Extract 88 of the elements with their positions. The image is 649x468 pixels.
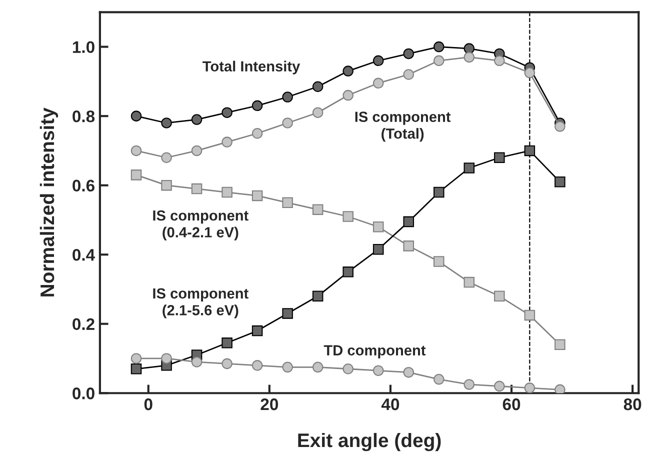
point	[372, 365, 384, 376]
point	[403, 48, 414, 60]
series-label: TD component	[324, 345, 426, 358]
point	[252, 325, 263, 336]
y-axis-title: Normalized intensity	[40, 108, 58, 296]
point	[191, 114, 202, 125]
x-tick-label: 60	[502, 398, 520, 410]
point	[494, 380, 505, 392]
point	[464, 52, 475, 63]
point	[191, 356, 202, 368]
point	[554, 176, 566, 188]
point	[342, 211, 354, 222]
point	[312, 81, 324, 92]
point	[464, 379, 475, 390]
point	[191, 145, 202, 156]
point	[434, 374, 444, 385]
y-tick-label: 0.8	[72, 110, 95, 122]
point	[222, 186, 232, 198]
series-label: IS component (Total)	[355, 112, 451, 142]
point	[403, 69, 414, 80]
y-tick-label: 0.6	[72, 180, 94, 192]
point	[554, 339, 566, 350]
point	[434, 256, 444, 267]
point	[130, 353, 142, 364]
point	[252, 360, 263, 371]
point	[282, 362, 293, 373]
y-tick-label: 1.0	[72, 41, 94, 54]
point	[403, 216, 414, 228]
point	[130, 363, 142, 374]
point	[494, 55, 505, 66]
point	[252, 128, 263, 139]
x-tick-label: 20	[260, 398, 278, 410]
point	[312, 290, 324, 302]
point	[434, 41, 444, 52]
point	[464, 43, 475, 54]
point	[161, 353, 172, 364]
point	[282, 92, 293, 102]
x-tick-label: 80	[624, 398, 642, 410]
point	[342, 66, 354, 76]
point	[191, 183, 202, 194]
point	[130, 110, 142, 122]
x-tick-label: 40	[381, 398, 400, 410]
point	[554, 384, 566, 394]
point	[372, 222, 384, 232]
point	[252, 100, 263, 112]
point	[222, 358, 232, 370]
point	[312, 362, 324, 373]
point	[161, 118, 172, 128]
point	[161, 152, 172, 164]
x-tick-label: 0	[144, 398, 152, 410]
point	[161, 180, 172, 191]
point	[342, 363, 354, 374]
series-label: IS component (0.4-2.1 eV)	[153, 210, 248, 240]
point	[252, 190, 263, 202]
point	[222, 338, 232, 348]
point	[372, 244, 384, 255]
series-label: Total Intensity	[202, 60, 300, 74]
point	[282, 197, 293, 208]
point	[312, 204, 324, 215]
point	[524, 310, 536, 321]
point	[554, 121, 566, 132]
point	[342, 266, 354, 278]
point	[342, 90, 354, 101]
point	[282, 308, 293, 319]
point	[403, 366, 414, 378]
point	[130, 145, 142, 156]
point	[464, 276, 475, 288]
y-tick-label: 0.0	[72, 388, 94, 400]
y-tick-label: 0.4	[72, 248, 95, 261]
point	[372, 55, 384, 66]
point	[434, 186, 444, 198]
point	[524, 67, 536, 78]
point	[312, 107, 324, 118]
point	[464, 162, 475, 174]
series-label: IS component (2.1-5.6 eV)	[153, 288, 248, 318]
point	[524, 145, 536, 156]
point	[372, 78, 384, 89]
point	[130, 170, 142, 180]
y-tick-label: 0.2	[72, 318, 94, 330]
point	[494, 152, 505, 164]
point	[222, 136, 232, 148]
point	[524, 382, 536, 394]
point	[282, 118, 293, 128]
point	[403, 240, 414, 252]
point	[222, 107, 232, 118]
point	[494, 290, 505, 302]
x-axis-title: Exit angle (deg)	[298, 432, 441, 452]
point	[434, 55, 444, 66]
